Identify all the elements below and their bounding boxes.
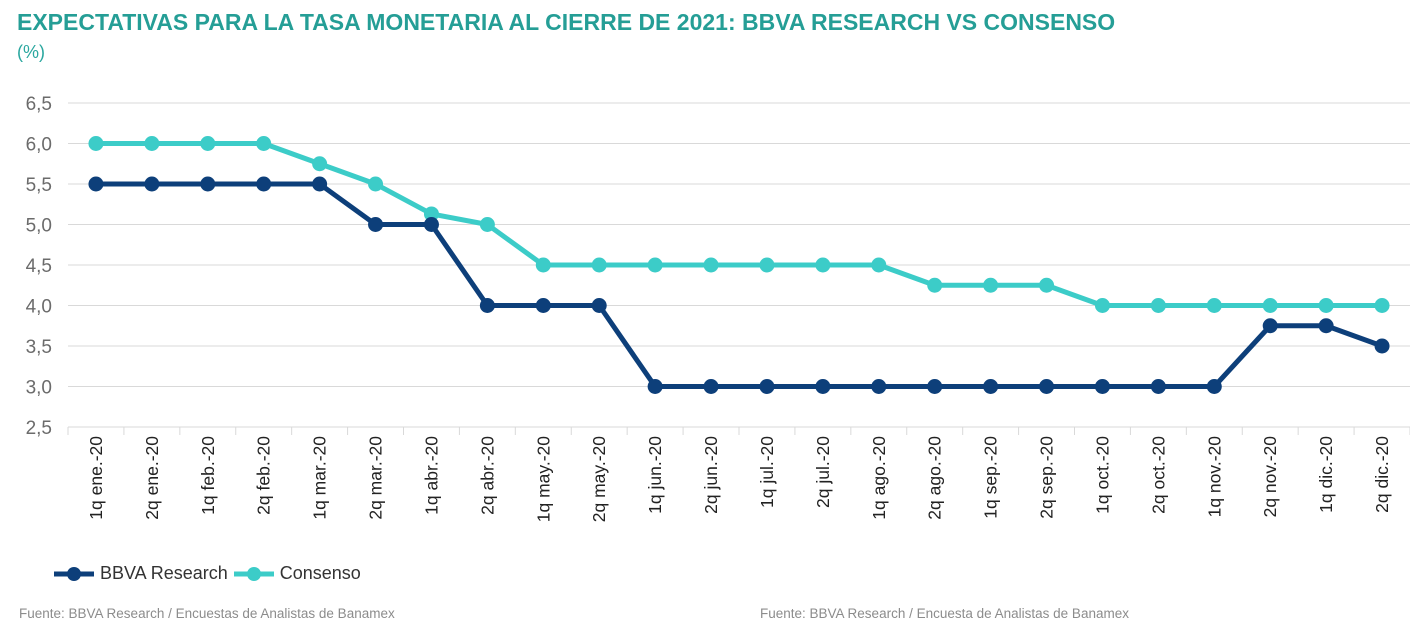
data-point-bbva bbox=[591, 298, 607, 313]
data-point-consenso bbox=[1374, 298, 1390, 313]
data-point-consenso bbox=[1262, 298, 1278, 313]
data-point-bbva bbox=[479, 298, 495, 313]
data-point-bbva bbox=[144, 176, 160, 192]
data-point-consenso bbox=[535, 257, 551, 273]
data-point-bbva bbox=[200, 176, 216, 192]
x-tick-label: 2q ene.-20 bbox=[142, 436, 162, 520]
data-point-consenso bbox=[479, 217, 495, 232]
x-tick-label: 1q jul.-20 bbox=[757, 436, 777, 508]
data-point-consenso bbox=[591, 257, 607, 273]
x-tick-label: 1q may.-20 bbox=[533, 436, 553, 523]
series-lines bbox=[88, 136, 1390, 394]
x-tick-label: 2q oct.-20 bbox=[1148, 436, 1168, 514]
data-point-bbva bbox=[871, 379, 887, 394]
data-point-bbva bbox=[256, 176, 272, 192]
data-point-bbva bbox=[927, 379, 943, 394]
x-tick-label: 1q dic.-20 bbox=[1316, 436, 1336, 513]
x-tick-label: 1q feb.-20 bbox=[198, 436, 218, 515]
data-point-consenso bbox=[368, 176, 384, 192]
data-point-consenso bbox=[871, 257, 887, 273]
data-point-bbva bbox=[1318, 318, 1334, 334]
y-tick-label: 3,0 bbox=[26, 378, 52, 399]
y-tick-label: 4,5 bbox=[26, 256, 52, 277]
legend-label-consenso: Consenso bbox=[279, 563, 361, 583]
x-tick-label: 2q jun.-20 bbox=[701, 436, 721, 514]
x-tick-label: 2q mar.-20 bbox=[366, 436, 386, 520]
data-point-bbva bbox=[88, 176, 104, 192]
x-tick-label: 2q feb.-20 bbox=[254, 436, 274, 515]
data-point-consenso bbox=[759, 257, 775, 273]
data-point-bbva bbox=[1150, 379, 1166, 394]
x-tick-label: 1q abr.-20 bbox=[421, 436, 441, 515]
legend-marker-consenso bbox=[233, 566, 274, 581]
x-tick-label: 2q sep.-20 bbox=[1037, 436, 1057, 519]
data-point-consenso bbox=[1150, 298, 1166, 313]
data-point-consenso bbox=[1039, 277, 1055, 293]
legend-item-bbva: BBVA Research bbox=[52, 563, 228, 584]
data-point-consenso bbox=[200, 136, 216, 151]
data-point-consenso bbox=[703, 257, 719, 273]
data-point-bbva bbox=[1039, 379, 1055, 394]
data-point-bbva bbox=[312, 176, 328, 192]
x-tick-label: 1q nov.-20 bbox=[1204, 436, 1224, 518]
legend-label-bbva: BBVA Research bbox=[100, 563, 228, 583]
data-point-consenso bbox=[815, 257, 831, 273]
x-tick-label: 2q nov.-20 bbox=[1260, 436, 1280, 518]
data-point-bbva bbox=[815, 379, 831, 394]
x-tick-label: 1q mar.-20 bbox=[310, 436, 330, 520]
y-tick-label: 2,5 bbox=[26, 418, 52, 439]
x-tick-label: 2q abr.-20 bbox=[477, 436, 497, 515]
data-point-bbva bbox=[1206, 379, 1222, 394]
y-tick-label: 3,5 bbox=[26, 337, 52, 358]
legend-marker-bbva bbox=[54, 566, 94, 581]
x-tick-label: 1q sep.-20 bbox=[981, 436, 1001, 519]
x-tick-label: 2q dic.-20 bbox=[1372, 436, 1392, 513]
data-point-bbva bbox=[423, 217, 439, 232]
series-line-consenso bbox=[95, 141, 1383, 308]
y-tick-label: 4,0 bbox=[26, 297, 52, 318]
data-point-bbva bbox=[647, 379, 663, 394]
x-tick-label: 1q jun.-20 bbox=[645, 436, 665, 514]
data-point-consenso bbox=[1206, 298, 1222, 313]
series-line-bbva bbox=[95, 181, 1383, 389]
legend-item-consenso: Consenso bbox=[232, 563, 361, 584]
data-point-bbva bbox=[703, 379, 719, 394]
data-point-consenso bbox=[983, 277, 999, 293]
data-point-consenso bbox=[647, 257, 663, 273]
y-tick-label: 5,5 bbox=[26, 175, 52, 196]
data-point-bbva bbox=[1262, 318, 1278, 334]
data-point-consenso bbox=[1318, 298, 1334, 313]
data-point-consenso bbox=[423, 206, 439, 222]
y-axis-ticks: 2,5 3,0 3,5 4,0 4,5 5,0 5,5 6,0 6,5 bbox=[26, 94, 52, 439]
data-point-consenso bbox=[256, 136, 272, 151]
data-point-bbva bbox=[1374, 338, 1390, 354]
y-tick-label: 6,0 bbox=[26, 135, 52, 156]
x-axis: 1q ene.-20 2q ene.-20 1q feb.-20 2q feb.-20… bbox=[67, 427, 1410, 523]
source-note-left: Fuente: BBVA Research / Encuestas de Ana… bbox=[19, 606, 395, 621]
x-tick-label: 1q ago.-20 bbox=[869, 436, 889, 520]
legend: BBVA Research Consenso bbox=[52, 563, 365, 584]
data-point-bbva bbox=[1094, 379, 1110, 394]
x-tick-label: 2q ago.-20 bbox=[925, 436, 945, 520]
data-point-consenso bbox=[312, 156, 328, 172]
data-point-bbva bbox=[983, 379, 999, 394]
y-tick-label: 5,0 bbox=[26, 216, 52, 237]
y-tick-label: 6,5 bbox=[26, 94, 52, 115]
x-tick-label: 2q jul.-20 bbox=[813, 436, 833, 508]
data-point-bbva bbox=[535, 298, 551, 313]
x-tick-label: 1q oct.-20 bbox=[1092, 436, 1112, 514]
data-point-consenso bbox=[927, 277, 943, 293]
x-tick-label: 1q ene.-20 bbox=[86, 436, 106, 520]
unit-label: (%) bbox=[17, 42, 45, 62]
chart-title: EXPECTATIVAS PARA LA TASA MONETARIA AL C… bbox=[17, 9, 1116, 35]
data-point-consenso bbox=[144, 136, 160, 151]
source-note-right: Fuente: BBVA Research / Encuesta de Anal… bbox=[760, 606, 1129, 621]
x-tick-label: 2q may.-20 bbox=[589, 436, 609, 523]
data-point-bbva bbox=[368, 217, 384, 232]
data-point-consenso bbox=[88, 136, 104, 151]
data-point-consenso bbox=[1094, 298, 1110, 313]
data-point-bbva bbox=[759, 379, 775, 394]
